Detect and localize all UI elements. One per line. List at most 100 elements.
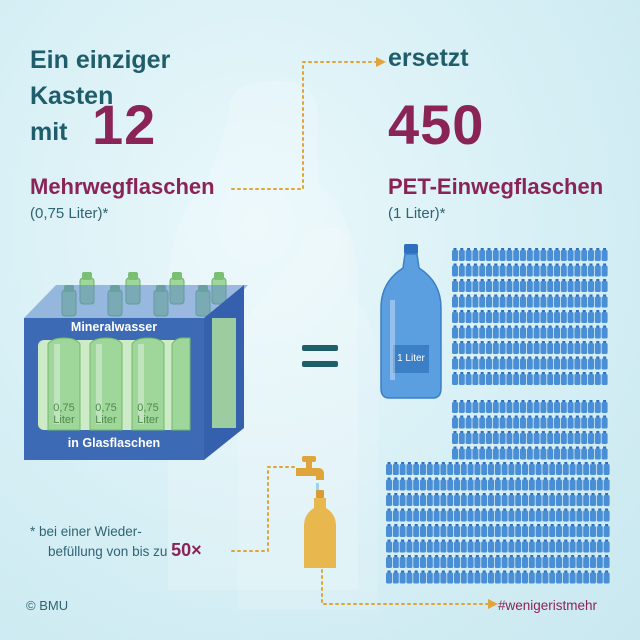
mini-pet-bottle-icon — [426, 508, 433, 522]
mini-pet-bottle-icon — [399, 570, 406, 584]
mini-pet-bottle-icon — [458, 263, 465, 277]
mini-pet-bottle-icon — [465, 279, 472, 292]
mini-pet-bottle-icon — [594, 446, 601, 460]
mini-pet-bottle-icon — [513, 248, 520, 261]
mini-pet-bottle-icon — [479, 310, 486, 323]
mini-pet-bottle-icon — [506, 400, 513, 413]
mini-pet-bottle-icon — [540, 446, 547, 460]
max-refills: 50× — [171, 540, 202, 560]
mini-pet-bottle-icon — [406, 524, 413, 537]
mini-pet-bottle-icon — [460, 477, 467, 491]
mini-pet-bottle-icon — [433, 539, 440, 553]
mini-pet-bottle-icon — [413, 539, 420, 553]
mini-pet-bottle-icon — [508, 539, 515, 553]
mini-pet-bottle-icon — [547, 341, 554, 354]
mini-pet-bottle-icon — [535, 570, 542, 584]
mini-pet-bottle-icon — [474, 462, 481, 475]
mini-pet-bottle-icon — [601, 248, 608, 261]
mini-pet-bottle-icon — [458, 310, 465, 323]
mini-pet-bottle-icon — [486, 279, 492, 292]
crate-bottle-type: Mehrwegflaschen — [30, 174, 215, 199]
mini-pet-bottle-icon — [472, 431, 479, 444]
mini-pet-bottle-icon — [522, 508, 528, 522]
mini-pet-bottle-icon — [447, 570, 454, 584]
mini-pet-bottle-icon — [458, 415, 465, 429]
mini-pet-bottle-icon — [603, 555, 610, 568]
mini-pet-bottle-icon — [569, 493, 576, 506]
mini-pet-bottle-icon — [413, 493, 420, 506]
mini-pet-bottle-icon — [583, 539, 590, 553]
mini-pet-bottle-icon — [465, 356, 472, 370]
mini-pet-bottle-icon — [542, 508, 549, 522]
mini-pet-bottle-icon — [540, 294, 547, 308]
mini-pet-bottle-icon — [560, 431, 567, 444]
mini-pet-bottle-icon — [601, 400, 608, 413]
mini-pet-bottle-icon — [486, 431, 492, 444]
mini-pet-bottle-icon — [567, 248, 574, 261]
mini-pet-bottle-icon — [596, 477, 603, 491]
mini-pet-bottle-icon — [467, 493, 474, 506]
mini-pet-bottle-icon — [392, 524, 399, 537]
mini-pet-bottle-icon — [562, 555, 569, 568]
mini-pet-bottle-icon — [452, 263, 458, 277]
mini-pet-bottle-icon — [547, 400, 554, 413]
mini-pet-bottle-icon — [581, 446, 588, 460]
mini-pet-bottle-icon — [528, 493, 535, 506]
mini-pet-bottle-icon — [594, 400, 601, 413]
mini-pet-bottle-icon — [452, 279, 458, 292]
mini-pet-bottle-icon — [433, 555, 440, 568]
mini-pet-bottle-icon — [528, 570, 535, 584]
pet-count: 450 — [388, 93, 485, 156]
mini-pet-bottle-icon — [486, 310, 492, 323]
mini-pet-bottle-icon — [547, 372, 554, 385]
mini-pet-bottle-icon — [574, 400, 581, 413]
mini-pet-bottle-icon — [603, 477, 610, 491]
mini-pet-bottle-icon — [479, 431, 486, 444]
mini-pet-bottle-icon — [576, 539, 583, 553]
mini-pet-bottle-icon — [603, 539, 610, 553]
mini-pet-bottle-icon — [447, 539, 454, 553]
mini-pet-bottle-icon — [386, 477, 392, 491]
mini-pet-bottle-icon — [452, 325, 458, 339]
mini-pet-bottle-icon — [556, 493, 562, 506]
mini-pet-bottle-icon — [472, 415, 479, 429]
mini-pet-bottle-icon — [533, 400, 540, 413]
mini-pet-bottle-icon — [406, 477, 413, 491]
mini-pet-bottle-icon — [506, 263, 513, 277]
mini-pet-bottle-icon — [392, 462, 399, 475]
mini-pet-bottle-icon — [601, 279, 608, 292]
mini-pet-bottle-icon — [542, 555, 549, 568]
mini-pet-bottle-icon — [386, 539, 392, 553]
mini-pet-bottle-icon — [549, 555, 556, 568]
mini-pet-bottle-icon — [547, 415, 554, 429]
mini-pet-bottle-icon — [488, 555, 494, 568]
mini-pet-bottle-icon — [533, 310, 540, 323]
mini-pet-bottle-icon — [581, 415, 588, 429]
mini-pet-bottle-icon — [540, 310, 547, 323]
mini-pet-bottle-icon — [494, 477, 501, 491]
mini-pet-bottle-icon — [513, 263, 520, 277]
mini-pet-bottle-icon — [554, 310, 560, 323]
mini-pet-bottle-icon — [447, 477, 454, 491]
mini-pet-bottle-icon — [458, 372, 465, 385]
mini-pet-bottle-icon — [460, 539, 467, 553]
mini-pet-bottle-icon — [601, 325, 608, 339]
mini-pet-bottle-icon — [574, 263, 581, 277]
mini-pet-bottle-icon — [452, 248, 458, 261]
mini-pet-bottle-icon — [520, 446, 526, 460]
mini-pet-bottle-icon — [406, 508, 413, 522]
mini-pet-bottle-icon — [479, 372, 486, 385]
mini-pet-bottle-icon — [549, 493, 556, 506]
mini-pet-bottle-icon — [560, 372, 567, 385]
mini-pet-bottle-icon — [513, 294, 520, 308]
mini-pet-bottle-icon — [567, 279, 574, 292]
mini-pet-bottle-icon — [567, 446, 574, 460]
mini-pet-bottle-icon — [528, 462, 535, 475]
mini-pet-bottle-icon — [547, 356, 554, 370]
mini-pet-bottle-icon — [492, 372, 499, 385]
mini-pet-bottle-icon — [420, 493, 426, 506]
mini-pet-bottle-icon — [603, 524, 610, 537]
mini-pet-bottle-icon — [452, 294, 458, 308]
headline-line2: mit — [30, 118, 68, 146]
mini-pet-bottle-icon — [590, 570, 596, 584]
